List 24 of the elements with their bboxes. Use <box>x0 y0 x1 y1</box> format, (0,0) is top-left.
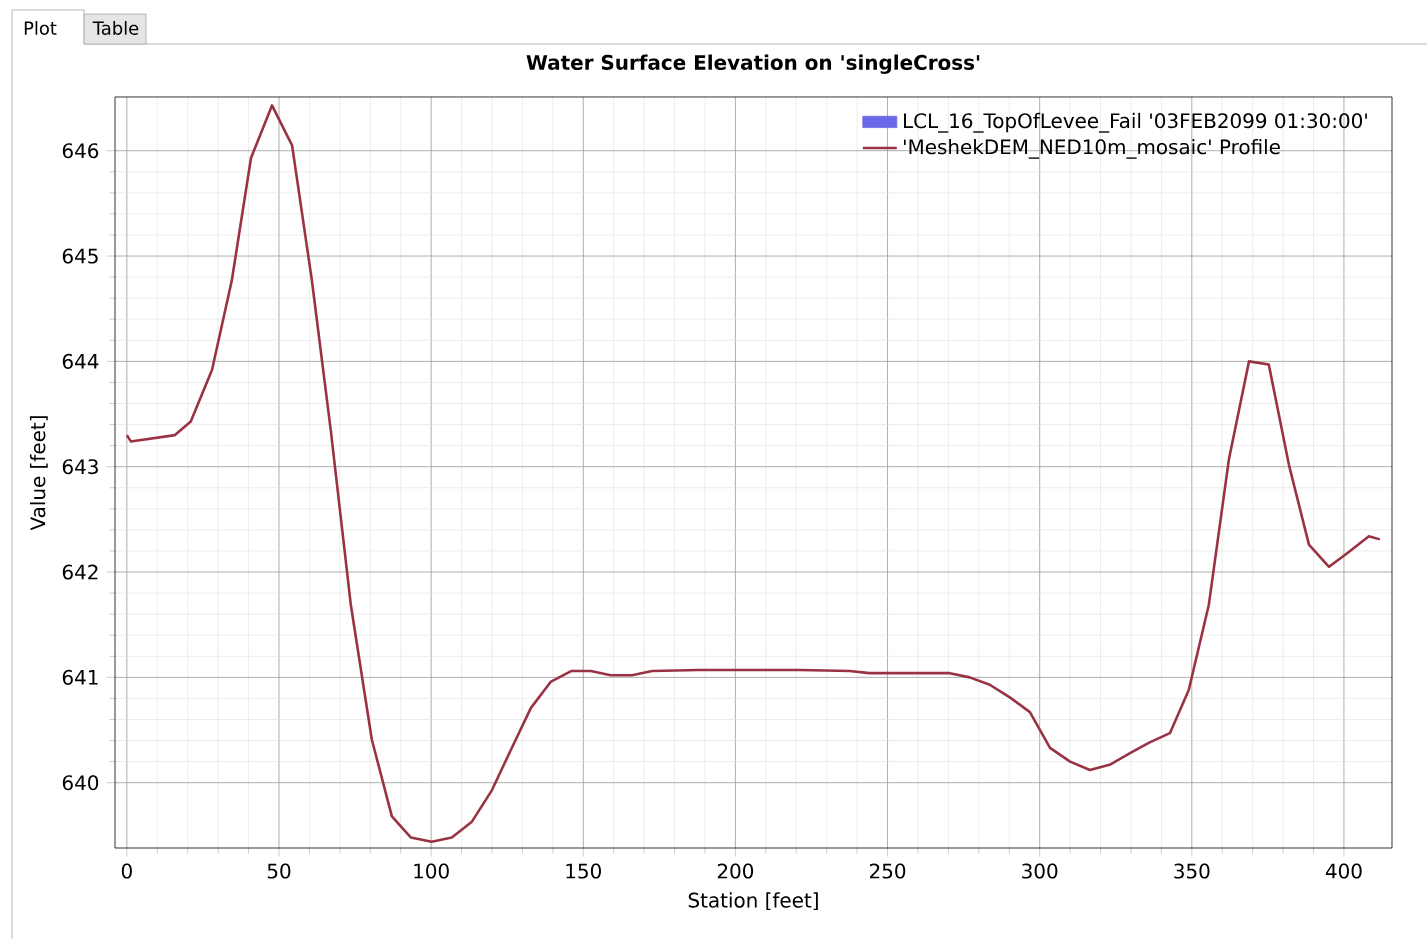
x-tick-label: 200 <box>717 863 754 879</box>
y-tick-label: 641 <box>62 669 98 685</box>
x-tick-label: 0 <box>121 863 132 879</box>
x-tick-label: 150 <box>566 863 601 879</box>
y-tick-label: 642 <box>62 564 98 580</box>
text: Table <box>92 21 139 35</box>
x-tick-label: 50 <box>267 863 291 879</box>
x-tick-label: 100 <box>414 863 449 879</box>
y-axis-title: Value [feet] <box>29 416 48 531</box>
y-tick-label: 645 <box>62 248 98 264</box>
chart-title: Water Surface Elevation on 'singleCross' <box>526 54 980 74</box>
legend-label: 'MeshekDEM_NED10m_mosaic' Profile <box>903 138 1280 159</box>
text: Plot <box>24 21 57 35</box>
y-tick-label: 644 <box>62 353 99 369</box>
line-series <box>125 104 1382 843</box>
x-tick-label: 350 <box>1174 863 1210 879</box>
x-tick-label: 250 <box>869 863 906 879</box>
x-axis-title: Station [feet] <box>688 892 818 911</box>
y-tick-label: 646 <box>62 143 99 159</box>
x-tick-label: 400 <box>1325 863 1362 879</box>
x-tick-label: 300 <box>1022 863 1058 879</box>
y-tick-label: 640 <box>62 775 99 791</box>
legend-label: LCL_16_TopOfLevee_Fail '03FEB2099 01:30:00' <box>904 112 1367 133</box>
y-tick-label: 643 <box>62 459 98 475</box>
